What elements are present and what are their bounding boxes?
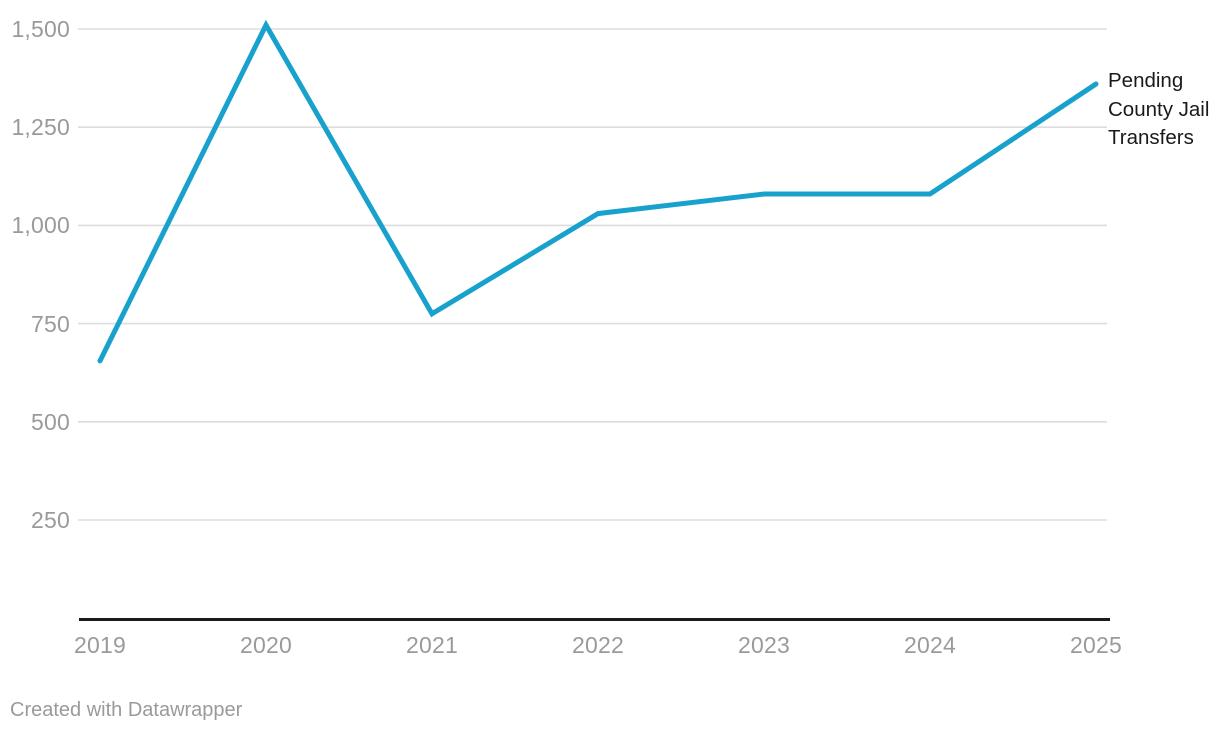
series-label: Pending County Jail Transfers xyxy=(1108,69,1210,149)
data-line xyxy=(97,19,1099,364)
y-tick-label: 1,500 xyxy=(11,16,70,42)
y-tick-label: 250 xyxy=(31,507,70,533)
datawrapper-credit: Created with Datawrapper xyxy=(10,699,243,721)
x-tick-label: 2019 xyxy=(74,632,126,658)
x-tick-label: 2024 xyxy=(904,632,956,658)
x-tick-label: 2022 xyxy=(572,632,624,658)
x-tick-label: 2023 xyxy=(738,632,790,658)
y-tick-label: 750 xyxy=(31,311,70,337)
x-tick-label: 2025 xyxy=(1070,632,1122,658)
y-tick-label: 1,250 xyxy=(11,114,70,140)
x-tick-label: 2020 xyxy=(240,632,292,658)
x-tick-label: 2021 xyxy=(406,632,458,658)
y-tick-label: 500 xyxy=(31,409,70,435)
y-tick-label: 1,000 xyxy=(11,212,70,238)
